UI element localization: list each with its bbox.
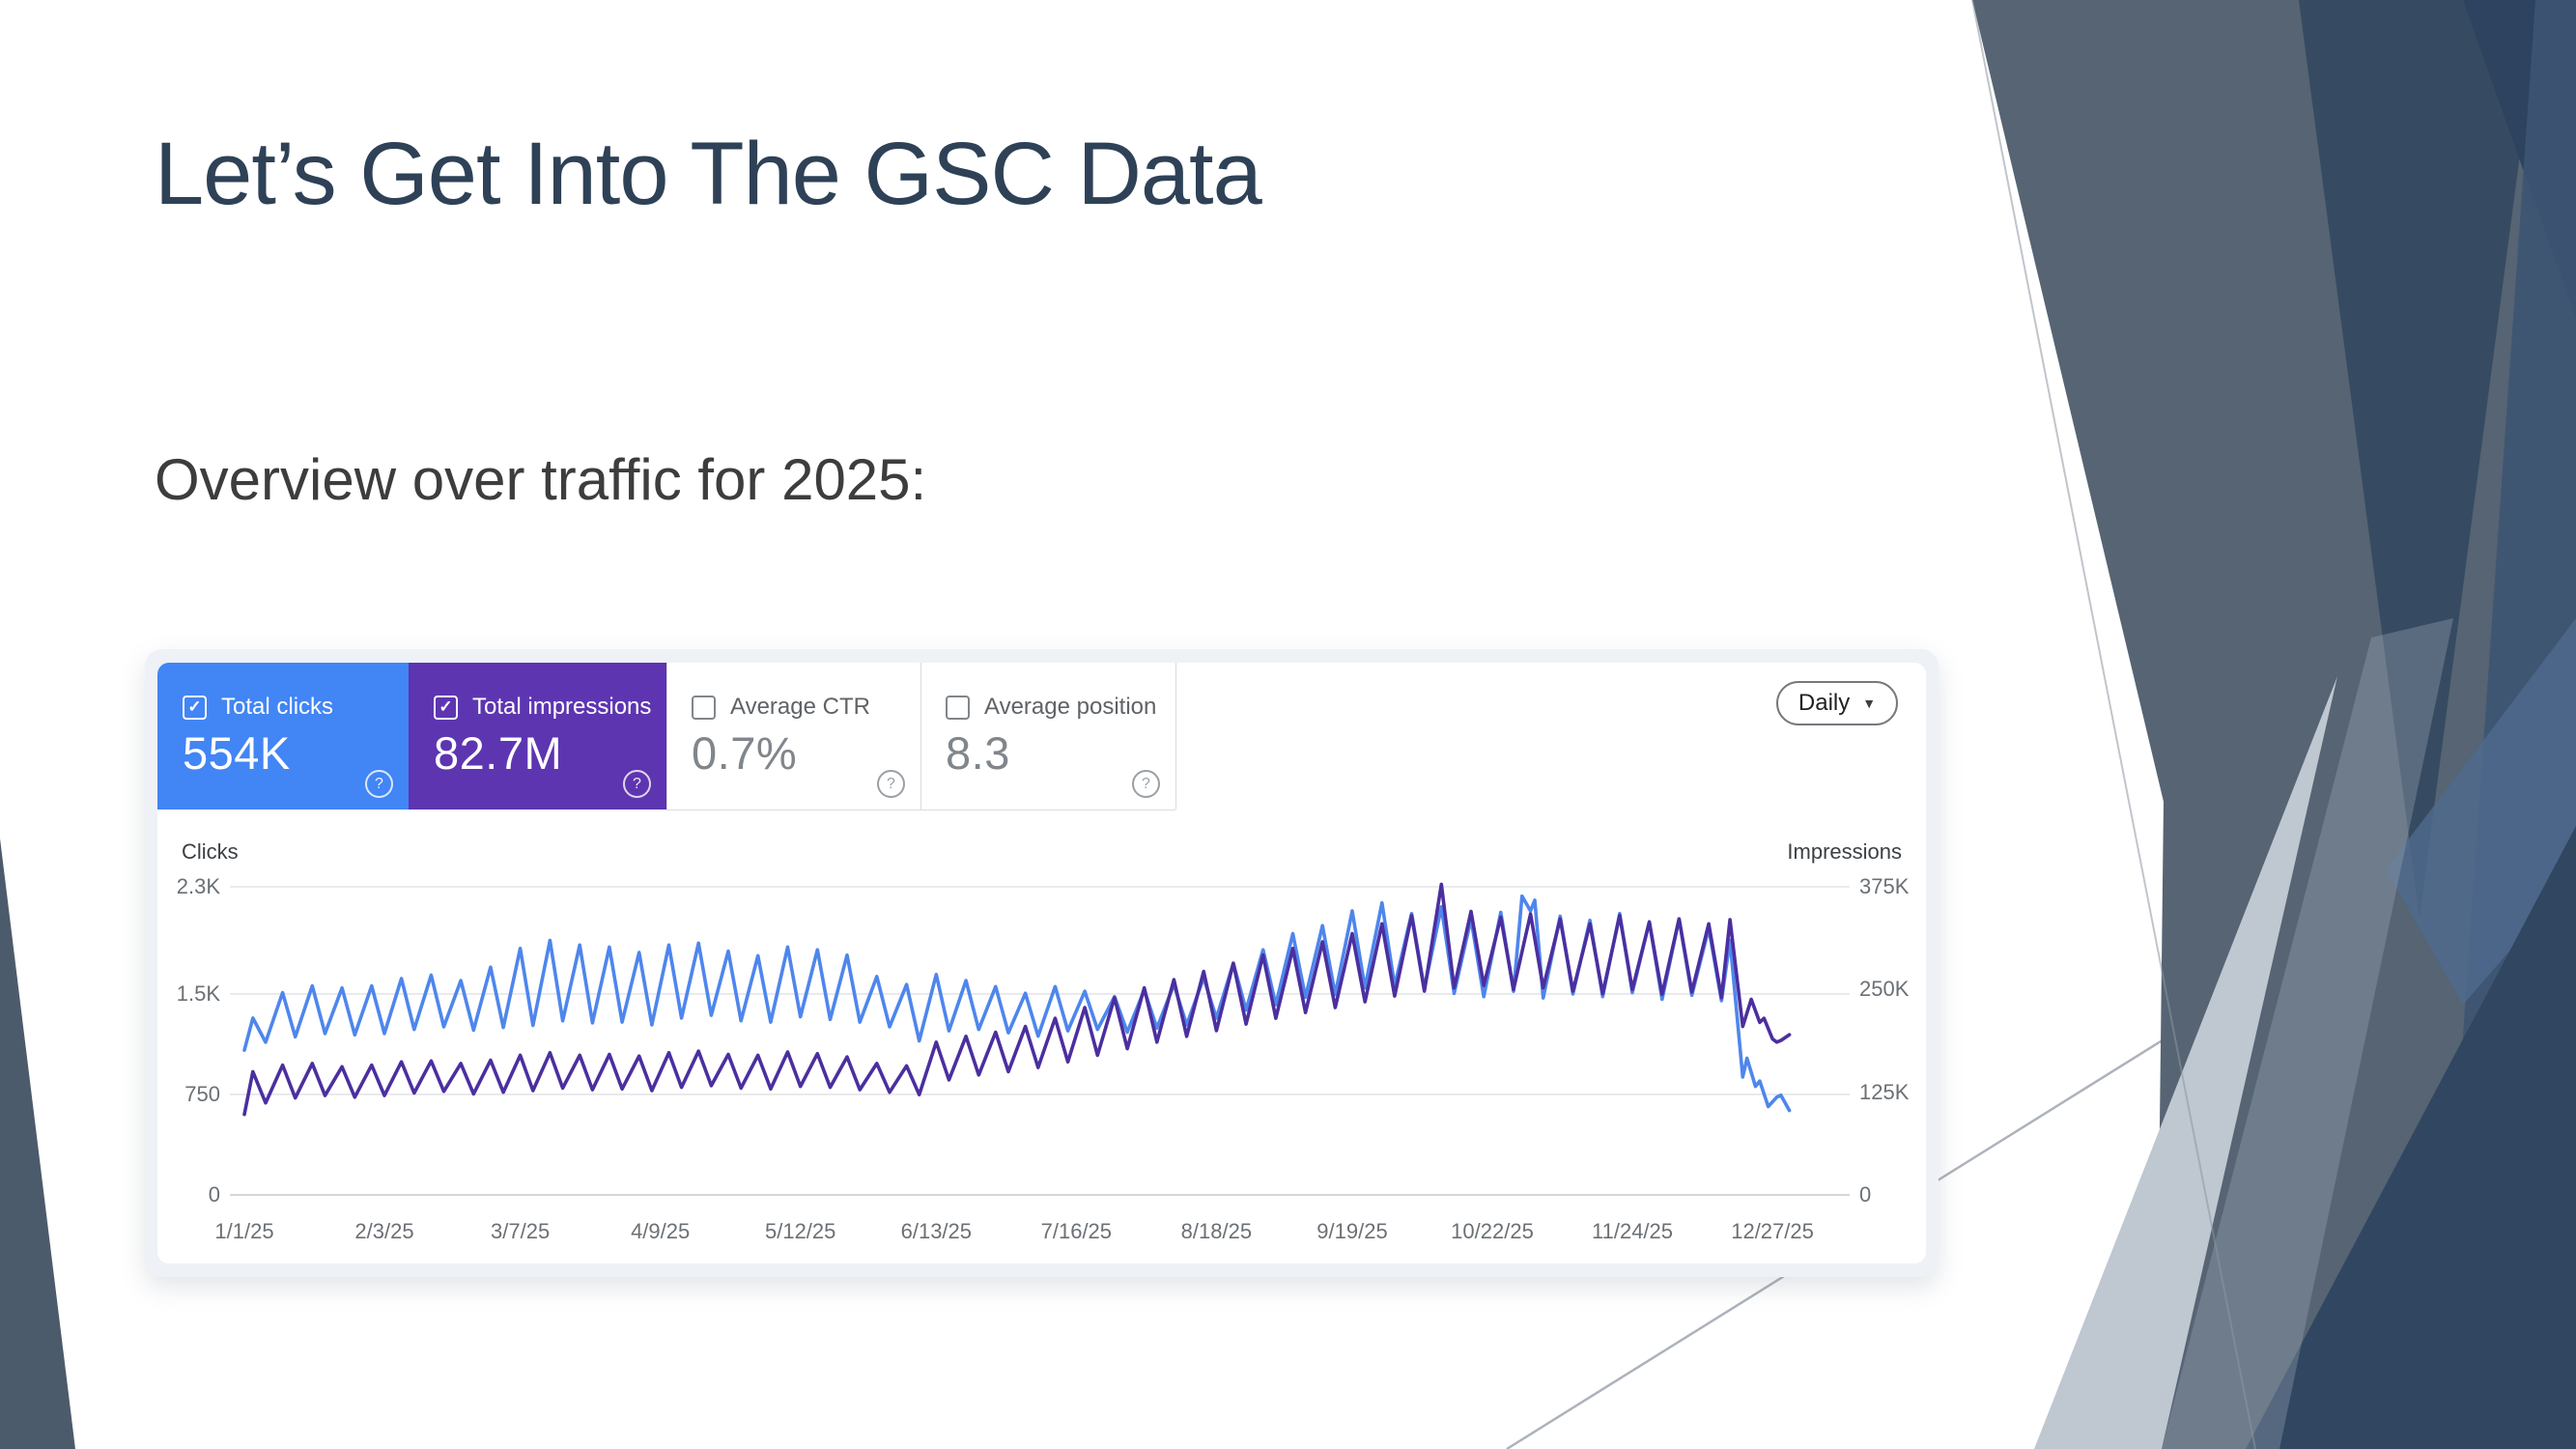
facet-light-wedge bbox=[2034, 676, 2337, 1449]
tab-divider bbox=[666, 663, 667, 810]
metric-tab-total-impressions[interactable]: ✓ Total impressions 82.7M ? bbox=[409, 663, 666, 810]
metric-tab-average-ctr[interactable]: ✓ Average CTR 0.7% ? bbox=[666, 663, 920, 810]
help-icon[interactable]: ? bbox=[877, 770, 905, 798]
metric-tab-value: 0.7% bbox=[692, 727, 798, 779]
checkbox-unchecked-icon[interactable]: ✓ bbox=[946, 695, 970, 720]
checkbox-unchecked-icon[interactable]: ✓ bbox=[692, 695, 716, 720]
metric-tab-value: 8.3 bbox=[946, 727, 1010, 779]
traffic-line-chart[interactable] bbox=[157, 663, 1926, 1264]
facet-bottom-navy bbox=[2246, 826, 2576, 1449]
metric-tab-total-clicks[interactable]: ✓ Total clicks 554K ? bbox=[157, 663, 409, 810]
metric-tab-average-position[interactable]: ✓ Average position 8.3 ? bbox=[920, 663, 1175, 810]
slide-title: Let’s Get Into The GSC Data bbox=[155, 125, 1262, 223]
series-total-impressions bbox=[242, 882, 1792, 1117]
help-icon[interactable]: ? bbox=[365, 770, 393, 798]
slide-subtitle: Overview over traffic for 2025: bbox=[155, 447, 927, 512]
gsc-dashboard-inner: ✓ Total clicks 554K ? ✓ Total impression… bbox=[157, 663, 1926, 1264]
checkbox-checked-icon[interactable]: ✓ bbox=[434, 695, 458, 720]
metric-tab-label: Average position bbox=[984, 694, 1157, 720]
help-icon[interactable]: ? bbox=[623, 770, 651, 798]
metric-tab-value: 82.7M bbox=[434, 727, 563, 779]
facet-translucent-band bbox=[2162, 618, 2453, 1449]
metric-tab-label: Total clicks bbox=[221, 694, 334, 720]
facet-dark-wedge bbox=[2299, 0, 2540, 918]
decor-hairline-upper bbox=[1971, 0, 2256, 1449]
metric-tab-label: Total impressions bbox=[472, 694, 652, 720]
facet-blue-band bbox=[2386, 618, 2576, 1005]
period-selector-label: Daily bbox=[1798, 690, 1851, 716]
help-icon[interactable]: ? bbox=[1132, 770, 1160, 798]
metric-tab-label: Average CTR bbox=[730, 694, 870, 720]
tab-divider bbox=[920, 663, 921, 810]
gsc-dashboard-card: ✓ Total clicks 554K ? ✓ Total impression… bbox=[145, 649, 1939, 1277]
metric-tab-value: 554K bbox=[183, 727, 291, 779]
period-selector-button[interactable]: Daily ▼ bbox=[1776, 681, 1898, 725]
facet-left-wedge bbox=[0, 838, 75, 1449]
tab-divider bbox=[1175, 663, 1176, 810]
checkbox-checked-icon[interactable]: ✓ bbox=[183, 695, 207, 720]
chevron-down-icon: ▼ bbox=[1862, 696, 1877, 711]
